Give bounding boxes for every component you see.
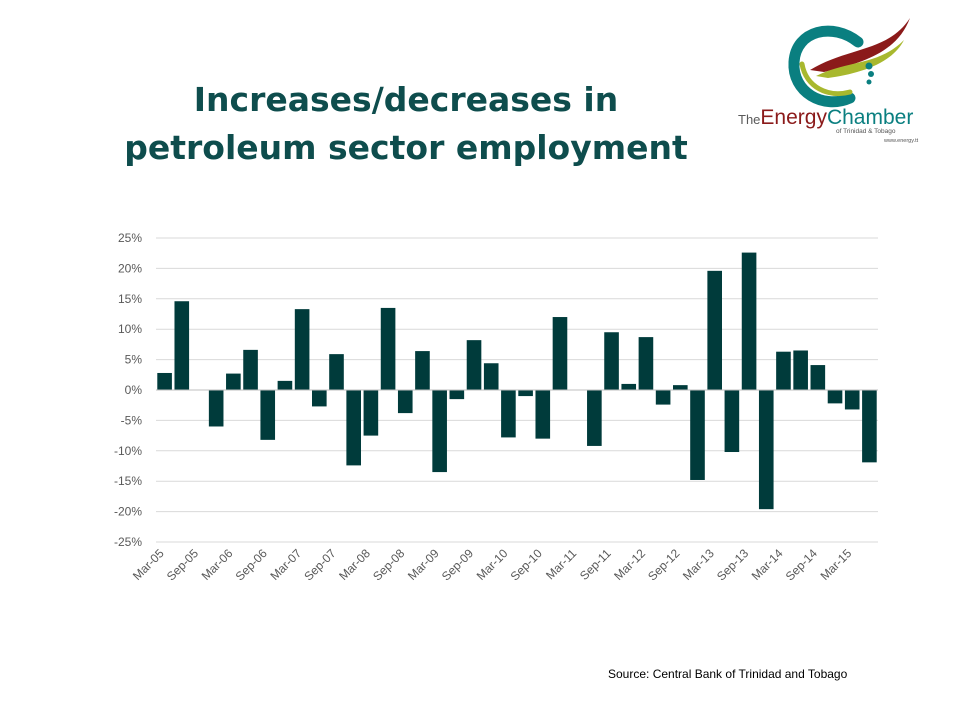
bar-jun-14	[793, 350, 808, 390]
bar-jun-10	[518, 390, 533, 397]
x-tick-label: Sep-11	[577, 546, 614, 583]
x-tick-label: Sep-10	[508, 546, 545, 583]
logo-dot	[866, 79, 872, 85]
bar-mar-10	[501, 390, 516, 438]
y-tick-label: 10%	[118, 322, 142, 336]
bar-dec-09	[483, 363, 499, 390]
logo-text-the: The	[738, 112, 760, 127]
bar-sep-11	[604, 332, 619, 390]
x-tick-label: Mar-11	[543, 546, 579, 582]
bar-dec-08	[415, 351, 430, 390]
source-note: Source: Central Bank of Trinidad and Tob…	[608, 667, 848, 681]
x-tick-label: Sep-06	[233, 546, 270, 583]
title-line-1: Increases/decreases in	[193, 80, 619, 119]
bar-sep-09	[466, 340, 482, 390]
bar-jun-15	[862, 390, 877, 463]
x-tick-label: Sep-09	[439, 546, 476, 583]
logo-text-energy: Energy	[760, 106, 827, 129]
chart-bars	[157, 252, 877, 510]
y-tick-label: 20%	[118, 261, 142, 275]
x-tick-label: Mar-10	[474, 546, 511, 583]
bar-mar-05	[157, 372, 172, 390]
bar-dec-07	[346, 390, 361, 466]
title-line-2: petroleum sector employment	[124, 128, 688, 167]
bar-dec-11	[621, 383, 637, 390]
bar-mar-07	[294, 309, 310, 390]
y-tick-label: -5%	[121, 413, 143, 427]
bar-dec-10	[552, 317, 568, 390]
bar-jun-06	[243, 349, 258, 390]
x-tick-label: Sep-13	[714, 546, 751, 583]
bar-mar-12	[638, 337, 654, 390]
x-tick-label: Mar-14	[749, 546, 786, 583]
bar-jun-11	[587, 390, 602, 446]
bar-sep-07	[329, 354, 344, 390]
x-tick-label: Mar-06	[199, 546, 236, 583]
logo-subtitle: of Trinidad & Tobago	[836, 128, 896, 135]
logo-swoosh-green	[816, 40, 904, 78]
bar-jun-08	[380, 307, 396, 390]
logo-text-chamber: Chamber	[827, 106, 913, 129]
logo-ring-teal	[788, 25, 864, 108]
bar-dec-13	[758, 390, 774, 510]
bar-jun-07	[312, 390, 327, 407]
bar-mar-06	[226, 373, 241, 390]
x-axis-ticks: Mar-05Sep-05Mar-06Sep-06Mar-07Sep-07Mar-…	[130, 546, 855, 583]
logo-dot	[865, 62, 873, 70]
bar-sep-13	[741, 252, 757, 390]
x-tick-label: Mar-12	[611, 546, 648, 583]
bar-sep-06	[260, 390, 276, 440]
y-tick-label: -20%	[114, 505, 142, 519]
y-tick-label: 25%	[118, 231, 142, 245]
x-tick-label: Mar-13	[680, 546, 717, 583]
bar-dec-12	[690, 390, 705, 480]
bar-mar-09	[432, 390, 447, 473]
logo-dot	[868, 71, 874, 77]
x-tick-label: Sep-14	[783, 546, 820, 583]
bar-dec-14	[827, 390, 843, 404]
bar-sep-10	[535, 390, 551, 439]
y-tick-label: -15%	[114, 474, 142, 488]
x-tick-label: Mar-05	[130, 546, 167, 583]
x-tick-label: Mar-15	[818, 546, 855, 583]
y-tick-label: 0%	[125, 383, 143, 397]
y-axis-ticks: 25% 20% 15% 10% 5% 0% -5% -10% -15% -20% -25%	[114, 231, 142, 549]
logo-ring-green	[799, 61, 853, 97]
energy-chamber-logo: TheEnergyChamber of Trinidad & Tobago ww…	[738, 18, 919, 144]
x-tick-label: Sep-08	[370, 546, 407, 583]
x-tick-label: Sep-12	[645, 546, 682, 583]
x-tick-label: Mar-08	[336, 546, 373, 583]
bar-jun-13	[724, 390, 740, 453]
bar-sep-14	[810, 365, 826, 390]
logo-swoosh-red	[810, 18, 910, 72]
x-tick-label: Mar-09	[405, 546, 442, 583]
bar-dec-06	[277, 380, 293, 390]
bar-mar-14	[776, 351, 791, 390]
bar-mar-08	[363, 390, 379, 436]
y-tick-label: -25%	[114, 535, 142, 549]
bar-mar-15	[844, 390, 860, 410]
svg-text:TheEnergyChamber: TheEnergyChamber	[738, 106, 913, 129]
y-tick-label: 5%	[125, 353, 143, 367]
y-tick-label: 15%	[118, 292, 142, 306]
x-tick-label: Sep-05	[164, 546, 201, 583]
bar-jun-05	[174, 301, 190, 390]
bar-sep-08	[397, 390, 413, 414]
page-title: Increases/decreases in petroleum sector …	[100, 76, 712, 172]
x-tick-label: Sep-07	[301, 546, 338, 583]
bar-jun-09	[449, 390, 465, 400]
y-tick-label: -10%	[114, 444, 142, 458]
bar-jun-12	[655, 390, 671, 405]
bar-sep-12	[673, 385, 688, 390]
logo-url: www.energy.tt	[883, 138, 919, 144]
bar-dec-05	[208, 390, 224, 427]
bar-mar-13	[707, 270, 722, 390]
x-tick-label: Mar-07	[267, 546, 304, 583]
